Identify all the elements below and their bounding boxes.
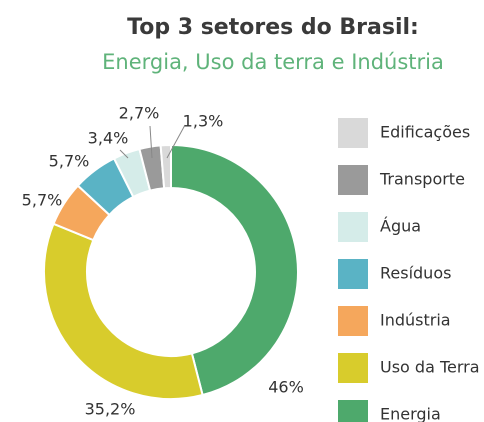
leader-line	[149, 125, 153, 159]
data-label: 3,4%	[88, 129, 129, 148]
chart-title: Top 3 setores do Brasil:	[127, 15, 419, 40]
legend-label: Água	[380, 217, 421, 236]
legend-label: Indústria	[380, 311, 451, 330]
legend-label: Energia	[380, 405, 441, 422]
legend-swatch	[338, 353, 368, 383]
data-label: 1,3%	[183, 112, 224, 131]
legend-swatch	[338, 212, 368, 242]
legend-swatch	[338, 306, 368, 336]
data-label: 46%	[268, 378, 304, 397]
legend-swatch	[338, 400, 368, 422]
data-label: 5,7%	[22, 191, 63, 210]
data-label: 2,7%	[119, 104, 160, 123]
legend-swatch	[338, 165, 368, 195]
donut-slice	[43, 222, 204, 400]
legend-label: Edificações	[380, 123, 470, 142]
data-label: 35,2%	[85, 400, 136, 419]
leader-line	[166, 124, 186, 159]
legend-label: Resíduos	[380, 264, 451, 283]
legend-label: Uso da Terra	[380, 358, 480, 377]
legend-label: Transporte	[379, 170, 465, 189]
leader-line	[119, 149, 129, 159]
legend-swatch	[338, 259, 368, 289]
data-label: 5,7%	[49, 152, 90, 171]
donut-slice	[170, 143, 299, 397]
chart-subtitle: Energia, Uso da terra e Indústria	[102, 50, 444, 74]
legend-swatch	[338, 118, 368, 148]
